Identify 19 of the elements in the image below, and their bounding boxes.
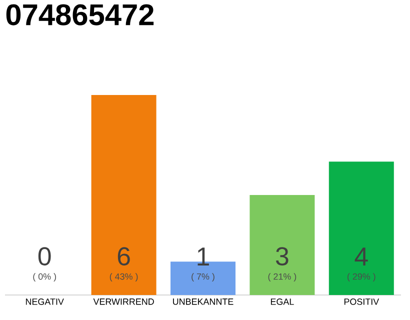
data-label: 0 <box>38 247 51 266</box>
x-tick-label: NEGATIV <box>26 298 64 305</box>
bar <box>250 195 315 295</box>
x-tick-label: POSITIV <box>344 298 380 305</box>
data-label: 4 <box>354 248 368 266</box>
annotation: ( 21% ) <box>268 273 296 282</box>
bar <box>91 95 156 295</box>
data-label: 1 <box>198 248 209 266</box>
annotation: ( 43% ) <box>110 273 138 282</box>
chart-title: 074865472 <box>6 4 154 26</box>
x-tick-label: UNBEKANNTE <box>173 298 234 305</box>
annotation: ( 7% ) <box>192 273 214 282</box>
annotation: ( 29% ) <box>348 273 376 282</box>
x-tick-label: EGAL <box>270 298 294 305</box>
data-label: 6 <box>118 247 130 266</box>
bar <box>328 162 394 295</box>
annotation: ( 0% ) <box>33 273 56 282</box>
data-label: 3 <box>276 247 288 266</box>
x-tick-label: VERWIRREND <box>93 298 154 305</box>
